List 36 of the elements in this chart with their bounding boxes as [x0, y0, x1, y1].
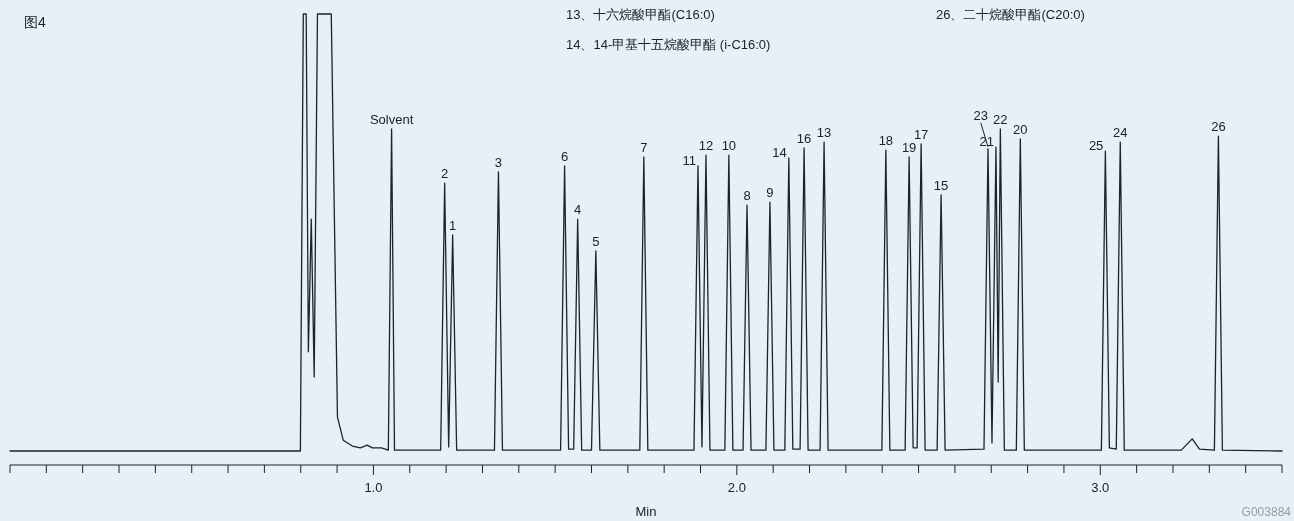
- annotation: 22: [993, 112, 1008, 127]
- annotation: 21: [979, 134, 994, 150]
- annotation: 17: [913, 126, 929, 142]
- x-tick-label: 1.0: [364, 480, 383, 495]
- annotation: 4: [574, 202, 582, 218]
- annotation: 12: [698, 138, 714, 154]
- annotation: 6: [560, 148, 569, 164]
- annotation: 25: [1088, 138, 1104, 154]
- x-tick-label: 3.0: [1091, 480, 1110, 495]
- annotation: 15: [933, 177, 949, 193]
- annotation: 10: [721, 138, 737, 154]
- annotation: 26: [1211, 119, 1226, 135]
- annotation: Solvent: [369, 112, 414, 127]
- x-tick-label: 2.0: [727, 480, 746, 495]
- annotation: 1: [449, 217, 457, 233]
- annotation: 14: [772, 144, 787, 160]
- annotation: 14、14-甲基十五烷酸甲酯 (i-C16:0): [566, 37, 771, 52]
- annotation: 26、二十烷酸甲酯(C20:0): [936, 7, 1085, 22]
- annotation: 3: [494, 154, 503, 170]
- annotation: 24: [1113, 125, 1128, 141]
- annotation: 9: [766, 185, 774, 201]
- annotation: 20: [1013, 121, 1028, 137]
- annotation: 11: [682, 152, 696, 168]
- annotation: 18: [878, 133, 894, 149]
- x-axis-title: Min: [635, 504, 657, 519]
- annotation: 5: [592, 233, 600, 249]
- chart-title: 图4: [24, 14, 46, 30]
- text: G003884: [1241, 505, 1292, 519]
- annotation: 2: [441, 166, 449, 182]
- annotation: 13: [816, 125, 832, 141]
- annotation: 19: [901, 139, 917, 155]
- annotation: 7: [640, 139, 648, 155]
- annotation: 23: [973, 107, 988, 123]
- annotation: 13、十六烷酸甲酯(C16:0): [566, 7, 715, 22]
- annotation: 8: [743, 188, 751, 204]
- annotation: 16: [796, 130, 812, 146]
